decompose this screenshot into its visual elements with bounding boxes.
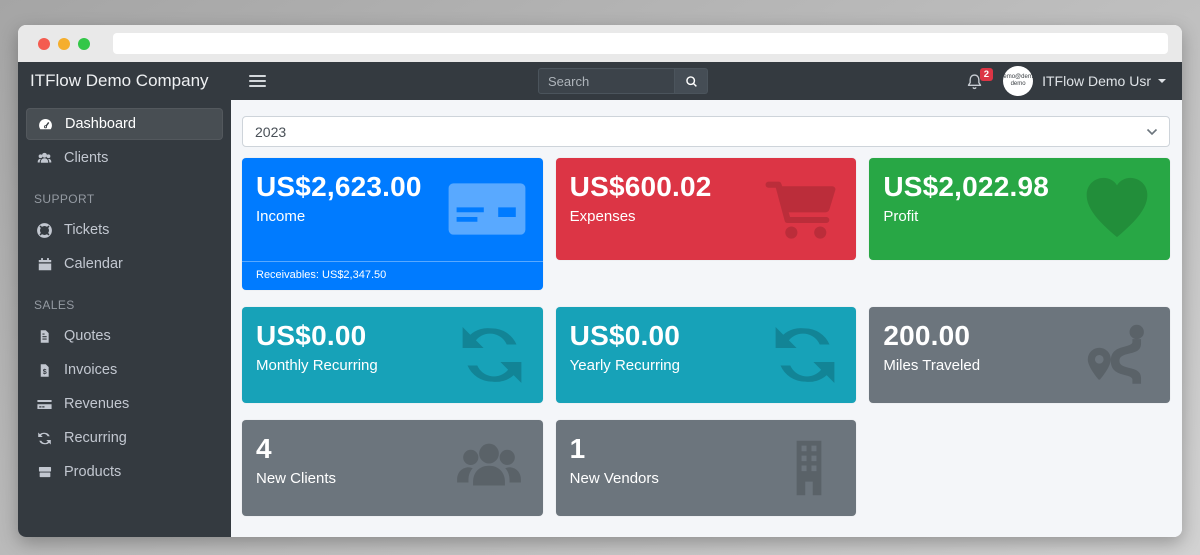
income-card: US$2,623.00 Income Receivables: US$2,347… [242, 158, 543, 290]
user-menu[interactable]: ITFlow Demo Usr [1042, 73, 1151, 89]
bell-icon [967, 73, 982, 89]
miles-traveled-label: Miles Traveled [883, 357, 981, 375]
monthly-recurring-label: Monthly Recurring [256, 357, 378, 375]
miles-traveled-value: 200.00 [883, 320, 971, 351]
sidebar-item-products[interactable]: Products [26, 456, 223, 488]
new-clients-value: 4 [256, 433, 272, 464]
expenses-card: US$600.02 Expenses [555, 158, 857, 260]
minimize-window-button[interactable] [58, 37, 70, 50]
new-vendors-label: New Vendors [569, 470, 659, 488]
search-button[interactable] [675, 68, 708, 94]
url-bar[interactable] [113, 33, 1168, 54]
new-clients-label: New Clients [256, 470, 337, 488]
expenses-label: Expenses [569, 208, 636, 226]
new-vendors-card: 1 New Vendors [555, 420, 857, 516]
monthly-recurring-card: US$0.00 Monthly Recurring [242, 307, 543, 403]
sidebar-toggle-hamburger-icon[interactable] [249, 75, 266, 87]
year-select-value: 2023 [255, 123, 287, 140]
search-icon [685, 75, 697, 87]
sidebar-item-calendar[interactable]: Calendar [26, 248, 223, 280]
shopping-cart-icon [764, 171, 840, 247]
avatar[interactable]: demo@demo demo [1003, 66, 1034, 96]
sidebar-item-label: Tickets [64, 222, 110, 238]
browser-window: ITFlow Demo Company 2 demo@demo demo ITF… [18, 25, 1182, 537]
calendar-icon [34, 256, 55, 272]
maximize-window-button[interactable] [78, 37, 90, 50]
income-value: US$2,623.00 [256, 171, 422, 202]
sidebar-item-label: Invoices [64, 362, 118, 378]
sidebar-item-dashboard[interactable]: Dashboard [26, 108, 223, 140]
users-icon [451, 430, 527, 506]
yearly-recurring-card: US$0.00 Yearly Recurring [555, 307, 857, 403]
life-ring-icon [34, 222, 55, 239]
sidebar-section-support: SUPPORT [34, 192, 95, 206]
search-input[interactable] [538, 68, 675, 94]
income-receivables: Receivables: US$2,347.50 [242, 261, 543, 290]
top-navbar: 2 demo@demo demo ITFlow Demo Usr [231, 62, 1182, 100]
sidebar-item-invoices[interactable]: $ Invoices [26, 354, 223, 386]
sync-icon [457, 320, 527, 390]
sidebar-item-revenues[interactable]: Revenues [26, 388, 223, 420]
sidebar-item-quotes[interactable]: Quotes [26, 320, 223, 352]
profit-card: US$2,022.98 Profit [869, 158, 1170, 260]
sidebar-item-recurring[interactable]: Recurring [26, 422, 223, 454]
sidebar-item-label: Revenues [64, 396, 130, 412]
year-select[interactable]: 2023 [242, 116, 1170, 147]
svg-text:$: $ [43, 367, 47, 375]
new-vendors-value: 1 [569, 433, 586, 464]
route-icon [1082, 319, 1154, 391]
app-brand[interactable]: ITFlow Demo Company [18, 62, 231, 100]
navbar-search [538, 68, 708, 94]
sidebar-item-label: Recurring [64, 430, 127, 446]
chevron-down-icon [1158, 79, 1166, 83]
notifications-button[interactable]: 2 [966, 67, 994, 90]
close-window-button[interactable] [38, 37, 50, 50]
expenses-value: US$600.02 [569, 171, 712, 202]
boxes-icon [34, 464, 55, 480]
income-label: Income [256, 208, 306, 226]
sidebar: Dashboard Clients SUPPORT Tickets Calend [18, 100, 231, 537]
sidebar-item-clients[interactable]: Clients [26, 142, 223, 174]
sync-icon [34, 431, 55, 446]
chevron-down-icon [1146, 128, 1158, 136]
credit-card-icon [34, 396, 55, 413]
invoice-dollar-icon: $ [34, 363, 55, 378]
yearly-recurring-label: Yearly Recurring [569, 357, 680, 375]
users-icon [34, 150, 55, 167]
sidebar-item-tickets[interactable]: Tickets [26, 214, 223, 246]
quote-file-icon [34, 329, 55, 344]
new-clients-card: 4 New Clients [242, 420, 543, 516]
miles-traveled-card: 200.00 Miles Traveled [869, 307, 1170, 403]
browser-chrome [18, 25, 1182, 62]
profit-value: US$2,022.98 [883, 171, 1049, 202]
monthly-recurring-value: US$0.00 [256, 320, 367, 351]
yearly-recurring-value: US$0.00 [569, 320, 681, 351]
notification-count-badge: 2 [979, 67, 994, 81]
sync-icon [770, 320, 840, 390]
sidebar-item-label: Dashboard [65, 116, 136, 132]
sidebar-item-label: Products [64, 464, 122, 480]
sidebar-section-sales: SALES [34, 298, 75, 312]
sidebar-item-label: Calendar [64, 256, 123, 272]
dashboard-content: 2023 US$2,623.00 Income Receivables: US$… [231, 100, 1182, 537]
heart-icon [1080, 172, 1154, 246]
profit-label: Profit [883, 208, 919, 226]
sidebar-item-label: Clients [64, 150, 109, 166]
building-icon [778, 437, 840, 499]
tachometer-icon [35, 116, 56, 133]
sidebar-item-label: Quotes [64, 328, 111, 344]
credit-card-icon [447, 180, 527, 238]
